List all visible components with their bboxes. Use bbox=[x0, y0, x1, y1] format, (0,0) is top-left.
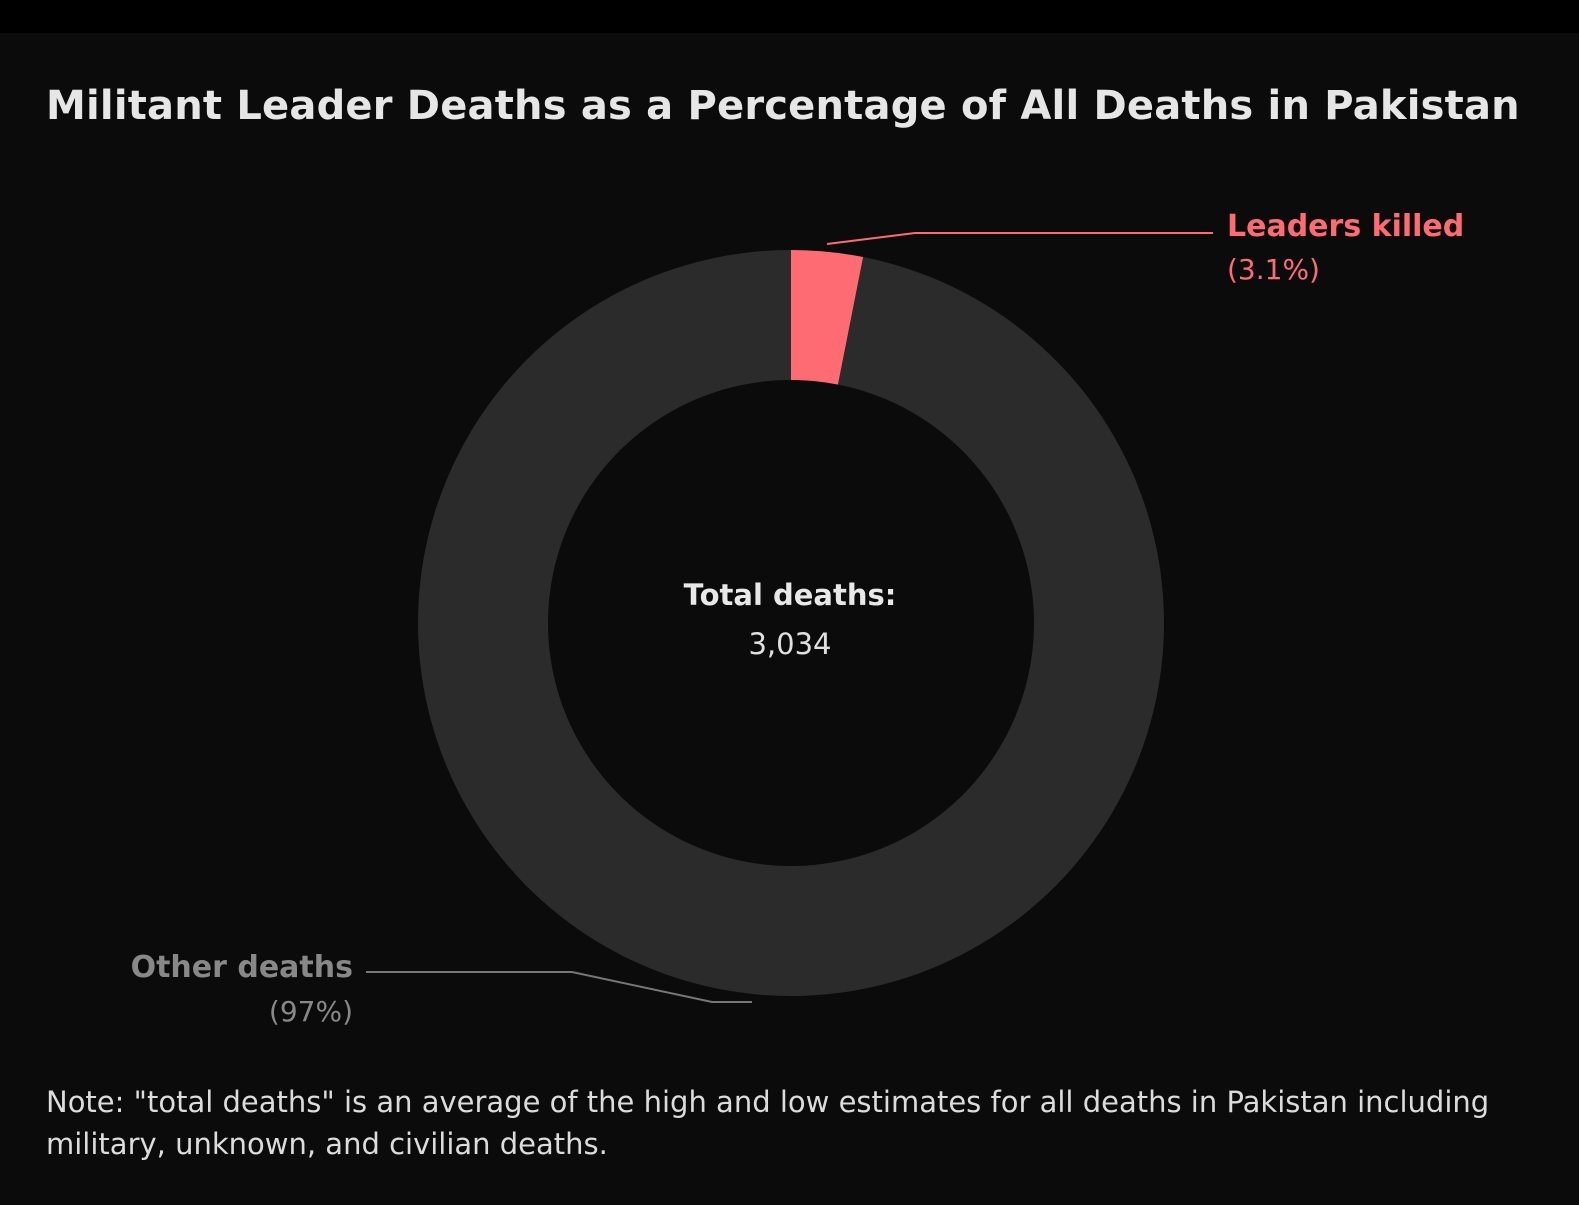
slice-label-leaders-killed: Leaders killed bbox=[1227, 209, 1465, 244]
donut-slice-leaders-killed bbox=[791, 250, 864, 385]
leader-line-leaders-killed bbox=[826, 232, 1213, 245]
center-total-label: Total deaths: bbox=[683, 578, 897, 612]
leader-line-other-deaths bbox=[366, 971, 752, 1003]
slice-label-other-deaths: Other deaths bbox=[130, 950, 353, 985]
chart-title: Militant Leader Deaths as a Percentage o… bbox=[46, 83, 1520, 129]
donut-slice-other-deaths bbox=[418, 250, 1164, 996]
donut-slices bbox=[418, 250, 1164, 996]
top-band bbox=[0, 0, 1579, 33]
chart-page: Militant Leader Deaths as a Percentage o… bbox=[0, 33, 1579, 1205]
donut-chart bbox=[366, 232, 1213, 1003]
slice-percent-other-deaths: (97%) bbox=[268, 995, 353, 1028]
center-total-value: 3,034 bbox=[748, 627, 832, 661]
chart-footnote: Note: "total deaths" is an average of th… bbox=[46, 1085, 1490, 1161]
slice-percent-leaders-killed: (3.1%) bbox=[1227, 253, 1320, 286]
